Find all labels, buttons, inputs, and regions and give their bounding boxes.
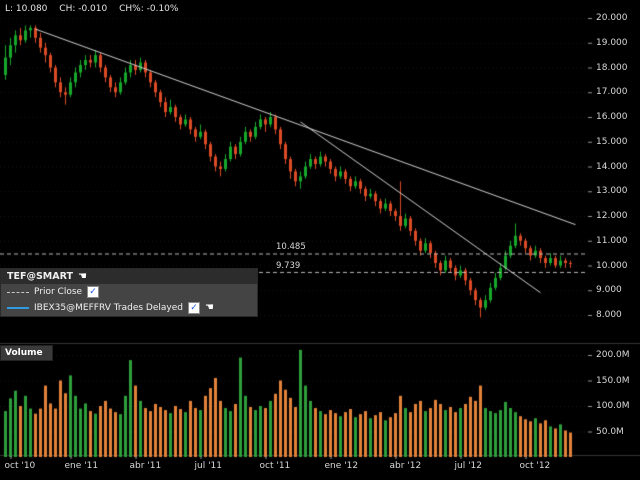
legend-item-label: Prior Close <box>34 287 83 297</box>
legend-item-ibex35: IBEX35@MEFFRV Trades Delayed ✓ ☚ <box>1 300 257 316</box>
legend-title-row: TEF@SMART ☚ <box>1 269 257 284</box>
dashed-line-swatch <box>7 291 29 293</box>
change-percent: CH%: -0.10% <box>119 4 179 14</box>
volume-pane-title[interactable]: Volume <box>0 345 53 361</box>
blue-line-swatch <box>7 307 29 309</box>
legend-title: TEF@SMART <box>7 271 73 282</box>
legend-panel[interactable]: TEF@SMART ☚ Prior Close ✓ IBEX35@MEFFRV … <box>0 268 258 317</box>
legend-item-prior-close: Prior Close ✓ <box>1 284 257 300</box>
hand-icon[interactable]: ☚ <box>77 270 87 282</box>
prior-close-checkbox[interactable]: ✓ <box>87 286 100 298</box>
ibex35-checkbox[interactable]: ✓ <box>187 302 200 314</box>
hand-icon[interactable]: ☚ <box>204 302 214 313</box>
legend-item-label: IBEX35@MEFFRV Trades Delayed <box>34 303 183 313</box>
quote-bar: L: 10.080 CH: -0.010 CH%: -0.10% <box>5 4 187 14</box>
change-value: CH: -0.010 <box>59 4 108 14</box>
last-price: L: 10.080 <box>5 4 48 14</box>
